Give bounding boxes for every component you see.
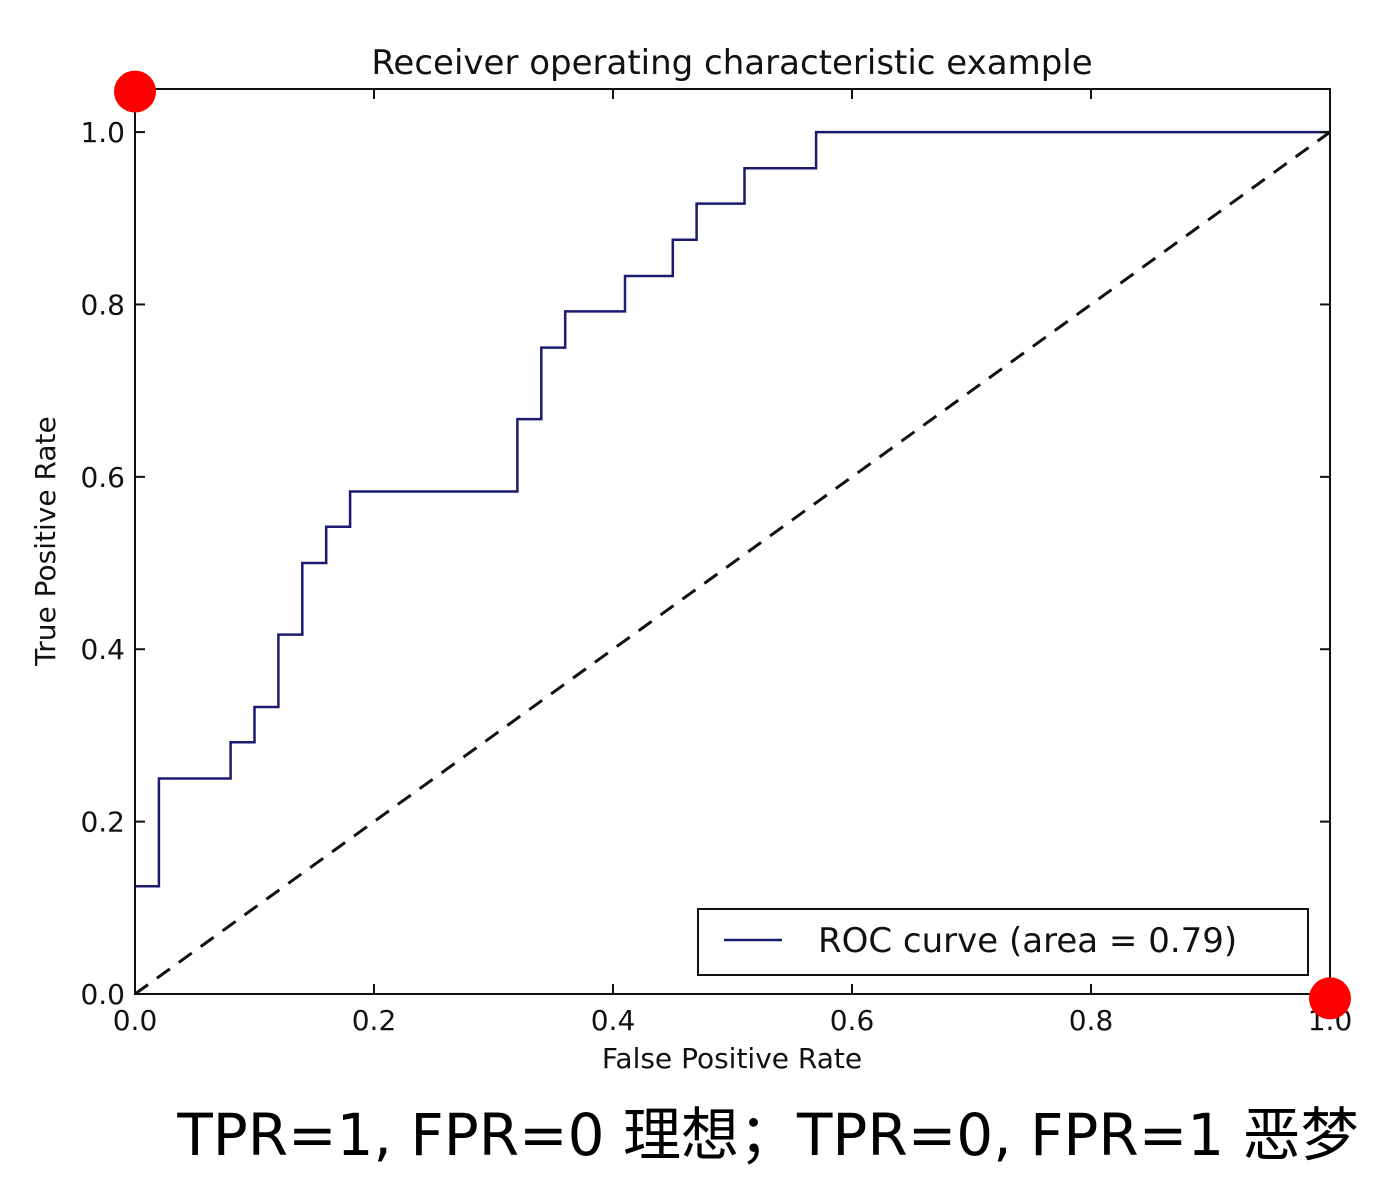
y-tick-label: 0.4: [80, 633, 125, 666]
chart-title: Receiver operating characteristic exampl…: [371, 43, 1092, 83]
plot-frame: [134, 88, 1331, 995]
caption: TPR=1, FPR=0 理想；TPR=0, FPR=1 恶梦: [176, 1101, 1358, 1169]
legend-entry-roc: ROC curve (area = 0.79): [818, 921, 1237, 961]
x-tick-label: 0.4: [591, 1004, 636, 1037]
y-tick-label: 0.0: [80, 978, 125, 1011]
x-tick-label: 0.6: [830, 1004, 875, 1037]
x-tick-label: 0.8: [1069, 1004, 1114, 1037]
roc-curve-line: [135, 130, 1330, 888]
worst-point-marker: [1309, 977, 1351, 1020]
legend-box: [697, 908, 1309, 976]
legend: ROC curve (area = 0.79): [697, 908, 1309, 976]
x-axis-label: False Positive Rate: [602, 1042, 862, 1075]
markers-layer: [114, 70, 1351, 1020]
y-tick-label: 0.8: [80, 288, 125, 321]
x-tick-label: 0.2: [352, 1004, 397, 1037]
y-tick-label: 0.2: [80, 806, 125, 839]
diagonal-reference-line: [134, 130, 1331, 996]
ideal-point-marker: [114, 70, 156, 113]
curves-layer: [134, 130, 1331, 996]
y-axis-label: True Positive Rate: [29, 416, 62, 666]
y-tick-label: 0.6: [80, 461, 125, 494]
y-tick-label: 1.0: [80, 116, 125, 149]
x-tick-label: 0.0: [113, 1004, 158, 1037]
plot-area-background: [135, 89, 1330, 994]
